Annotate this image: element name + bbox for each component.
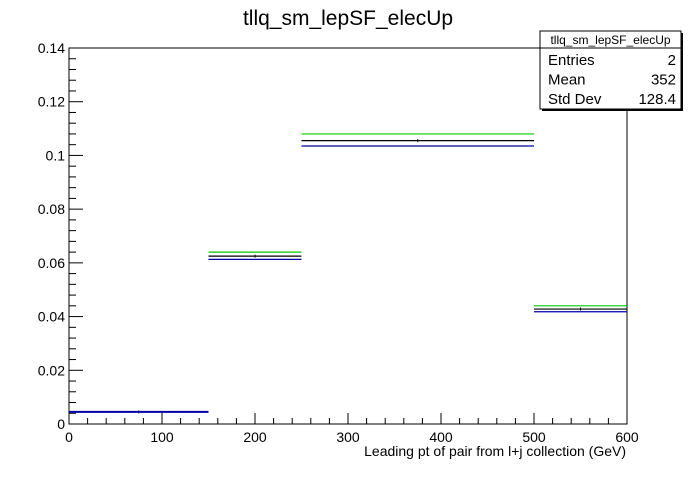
stats-value: 2 bbox=[668, 52, 676, 69]
y-tick-label: 0.02 bbox=[38, 362, 65, 378]
x-tick-label: 300 bbox=[336, 429, 360, 445]
stats-label: Entries bbox=[548, 52, 595, 69]
stats-value: 128.4 bbox=[638, 91, 676, 108]
x-tick-label: 200 bbox=[243, 429, 267, 445]
stats-value: 352 bbox=[651, 72, 676, 89]
y-tick-label: 0.12 bbox=[38, 94, 65, 110]
x-tick-label: 400 bbox=[429, 429, 453, 445]
y-tick-label: 0.08 bbox=[38, 201, 65, 217]
stats-box bbox=[539, 30, 682, 110]
y-tick-label: 0.1 bbox=[46, 147, 66, 163]
y-tick-label: 0.04 bbox=[38, 309, 65, 325]
x-tick-label: 100 bbox=[150, 429, 174, 445]
stats-label: Std Dev bbox=[548, 91, 602, 108]
stats-box-name: tllq_sm_lepSF_elecUp bbox=[550, 33, 670, 47]
x-tick-label: 0 bbox=[65, 429, 73, 445]
y-tick-label: 0.06 bbox=[38, 255, 65, 271]
chart-title: tllq_sm_lepSF_elecUp bbox=[243, 7, 453, 30]
y-tick-label: 0.14 bbox=[38, 40, 65, 56]
x-tick-label: 500 bbox=[522, 429, 546, 445]
y-tick-label: 0 bbox=[57, 416, 65, 432]
stats-label: Mean bbox=[548, 72, 586, 89]
x-tick-label: 600 bbox=[615, 429, 639, 445]
x-axis-label: Leading pt of pair from l+j collection (… bbox=[364, 443, 626, 459]
